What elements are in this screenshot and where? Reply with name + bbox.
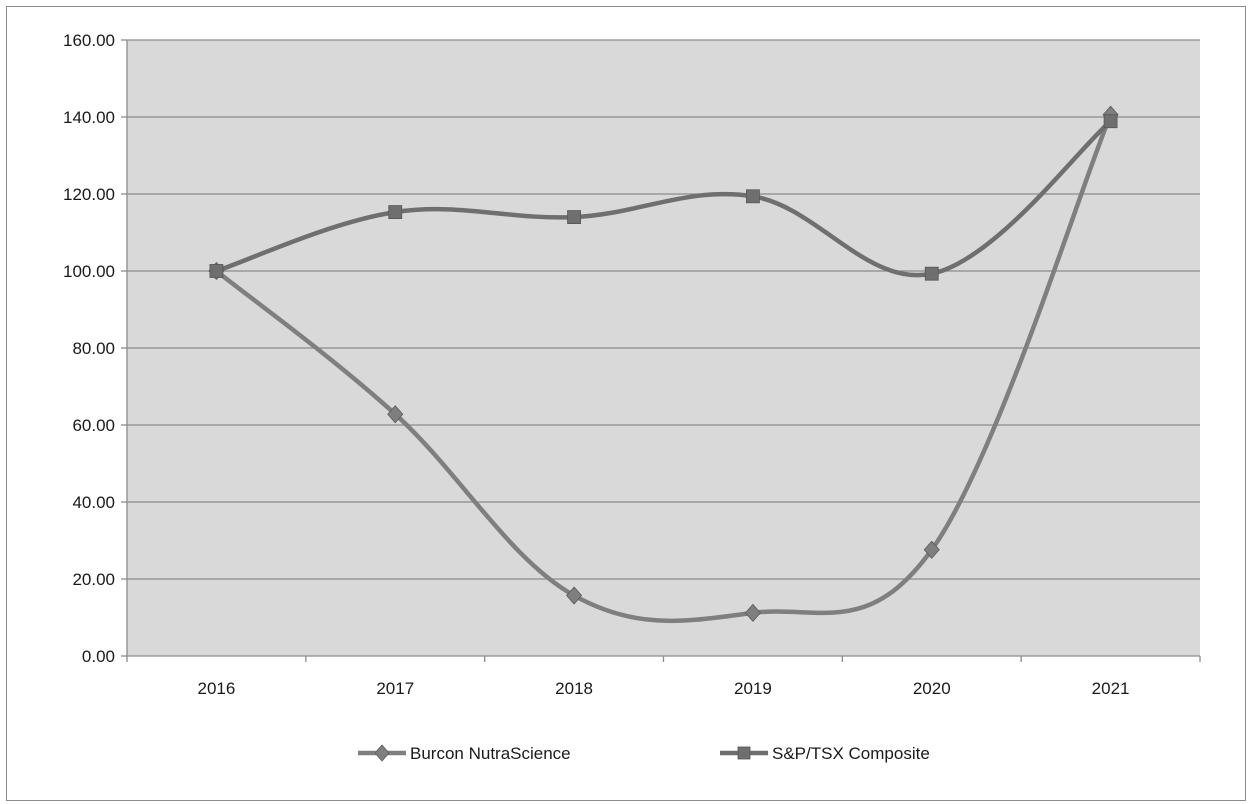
y-axis: 0.00 20.00 40.00 60.00 80.00 100.00 120.00 140.… xyxy=(63,31,128,666)
legend-label: Burcon NutraScience xyxy=(410,744,571,763)
data-point-square xyxy=(1103,114,1118,129)
legend-item: Burcon NutraScience xyxy=(358,744,571,763)
x-tick-label: 2018 xyxy=(555,679,593,698)
data-point-square xyxy=(924,266,939,281)
x-tick-label: 2020 xyxy=(913,679,951,698)
data-point-square xyxy=(567,210,581,225)
y-tick-label: 60.00 xyxy=(72,416,115,435)
y-tick-label: 20.00 xyxy=(72,570,115,589)
chart-frame xyxy=(6,6,1246,801)
x-tick-label: 2021 xyxy=(1092,679,1130,698)
x-tick-label: 2017 xyxy=(376,679,414,698)
y-tick-label: 80.00 xyxy=(72,339,115,358)
series-2 xyxy=(209,114,1118,281)
x-tick-label: 2016 xyxy=(198,679,236,698)
y-tick-label: 140.00 xyxy=(63,108,115,127)
data-point-square xyxy=(209,264,224,278)
x-axis: 2016 2017 2018 2019 2020 2021 xyxy=(126,655,1201,698)
x-tick-label: 2019 xyxy=(734,679,772,698)
data-point-square xyxy=(388,205,403,219)
data-point-diamond xyxy=(923,540,940,559)
data-point-diamond xyxy=(387,405,404,424)
legend-square-marker xyxy=(737,746,751,760)
series-line xyxy=(214,118,1113,278)
series-line xyxy=(214,112,1113,624)
series-layer xyxy=(208,105,1119,624)
data-point-diamond xyxy=(744,603,761,622)
y-tick-label: 40.00 xyxy=(72,493,115,512)
data-point-square xyxy=(746,189,760,204)
legend-label: S&P/TSX Composite xyxy=(772,744,930,763)
y-tick-label: 160.00 xyxy=(63,31,115,50)
legend-item: S&P/TSX Composite xyxy=(720,744,930,763)
legend-diamond-marker xyxy=(374,744,390,762)
y-tick-label: 0.00 xyxy=(82,647,115,666)
legend: Burcon NutraScience S&P/TSX Composite xyxy=(358,744,930,763)
y-tick-label: 120.00 xyxy=(63,185,115,204)
data-point-diamond xyxy=(566,586,583,605)
gridlines xyxy=(127,39,1200,580)
y-tick-label: 100.00 xyxy=(63,262,115,281)
